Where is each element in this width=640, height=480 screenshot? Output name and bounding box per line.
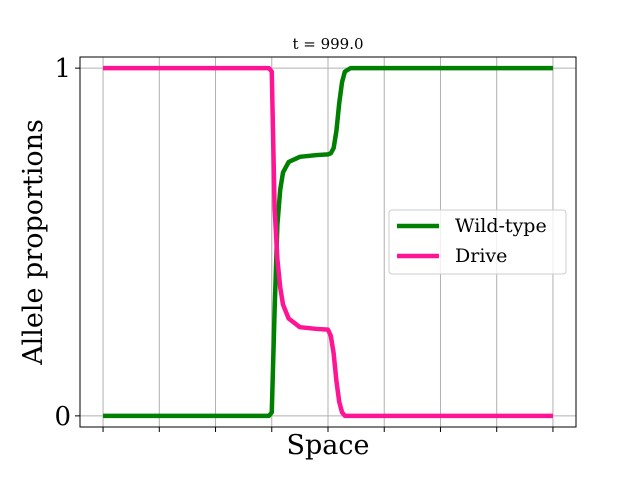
axes-frame: [79, 56, 577, 428]
legend: Wild-type Drive: [388, 209, 567, 275]
line-series: [103, 65, 553, 419]
line-series: [103, 65, 553, 419]
chart-title: t = 999.0: [292, 35, 363, 53]
legend-label: Wild-type: [455, 215, 547, 237]
legend-label: Drive: [455, 245, 507, 267]
y-tick-label: 0: [54, 402, 71, 432]
y-tick-label: 1: [54, 54, 71, 84]
x-axis-label: Space: [287, 430, 370, 461]
y-axis-label: Allele proportions: [18, 119, 49, 366]
